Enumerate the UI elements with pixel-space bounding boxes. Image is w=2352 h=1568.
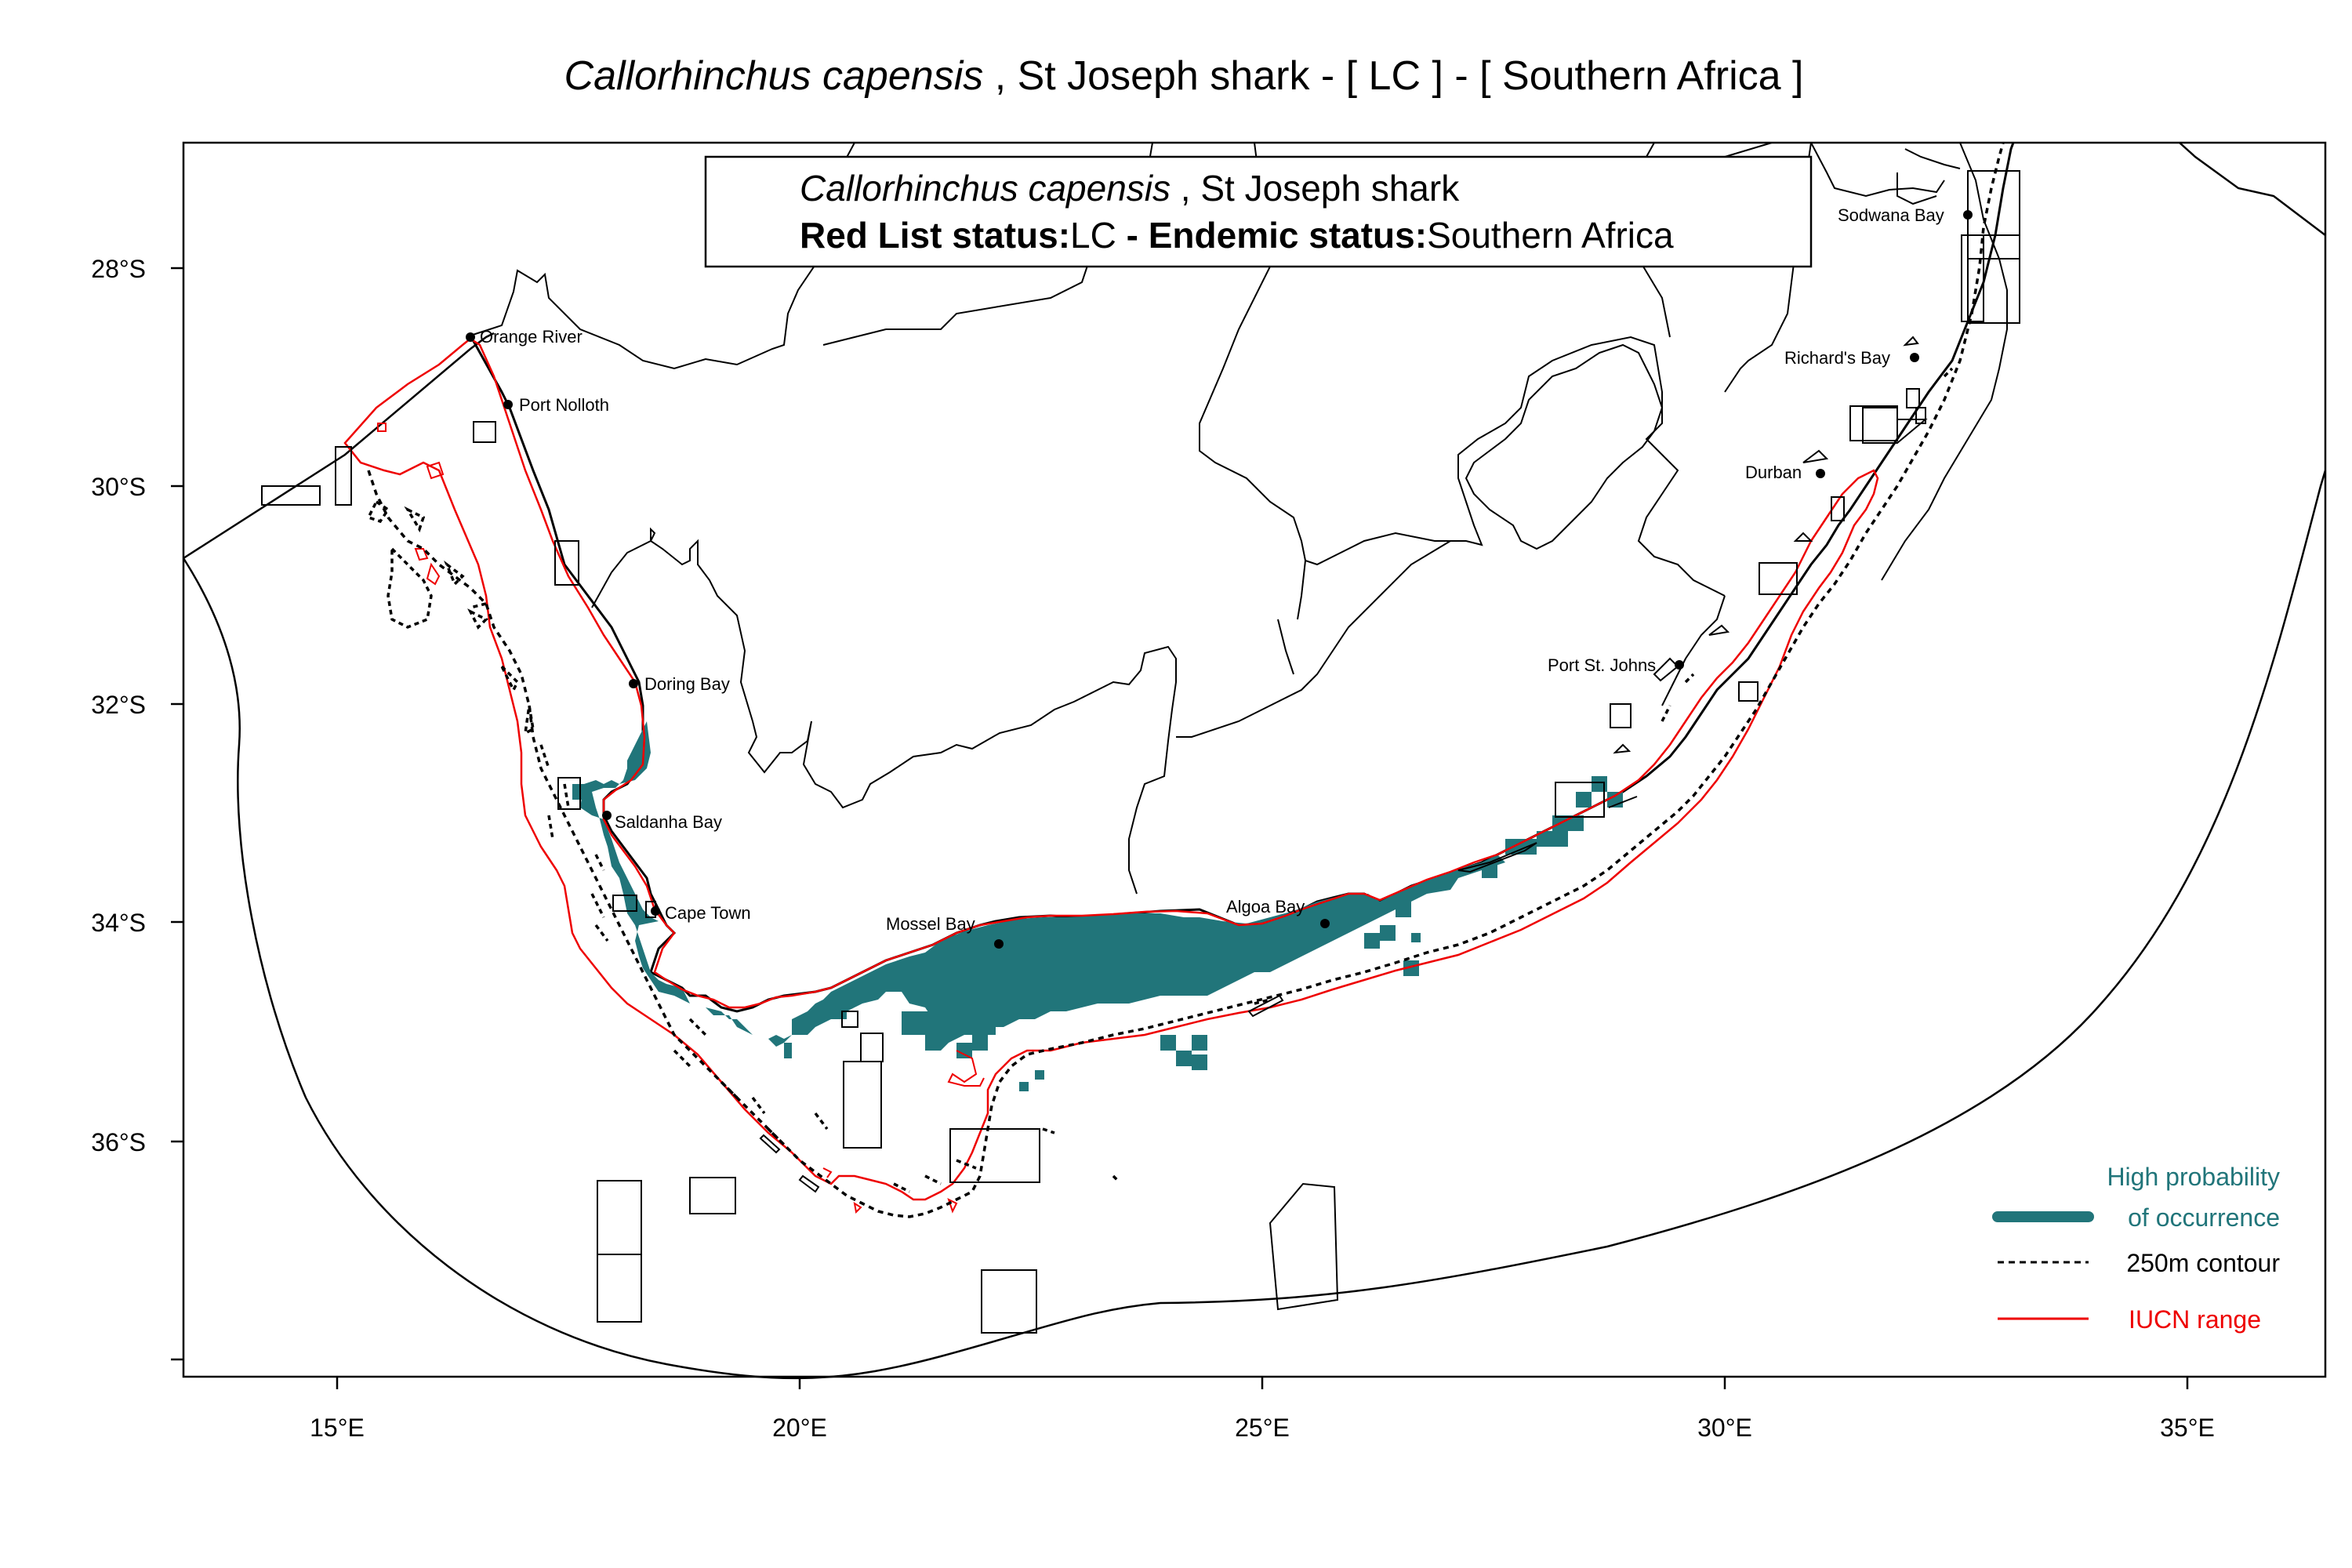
place-label: Doring Bay [644,674,730,694]
place-dot [629,679,638,688]
place-orange-river: Orange River [466,327,583,347]
y-tick-label: 30°S [91,473,146,501]
place-label: Richard's Bay [1784,348,1890,368]
place-mossel-bay: Mossel Bay [886,914,1004,949]
place-label: Mossel Bay [886,914,975,934]
place-dot [1675,660,1684,670]
lesotho-border [1465,343,1664,550]
place-dot [1910,353,1919,362]
place-label: Orange River [480,327,583,347]
place-sodwana-bay: Sodwana Bay [1838,205,1973,225]
place-label: Port St. Johns [1548,655,1656,675]
legend: High probability of occurrence 250m cont… [1992,1163,2280,1334]
legend-contour-label: 250m contour [2126,1249,2280,1277]
x-tick-label: 20°E [772,1414,827,1442]
axes: 15°E 20°E 25°E 30°E 35°E 28°S 30°S 32°S … [91,255,2215,1442]
place-markers: Orange River Port Nolloth Doring Bay Sal… [466,205,1973,949]
place-richards-bay: Richard's Bay [1784,348,1919,368]
y-axis: 28°S 30°S 32°S 34°S 36°S [91,255,183,1361]
place-doring-bay: Doring Bay [629,674,730,694]
place-dot [1320,919,1330,928]
y-tick-label: 36°S [91,1128,146,1156]
place-dot [994,939,1004,949]
x-tick-label: 35°E [2160,1414,2215,1442]
place-label: Sodwana Bay [1838,205,1944,225]
legend-high-prob-line1: High probability [2107,1163,2280,1191]
legend-high-prob-line2: of occurrence [2128,1203,2280,1232]
place-label: Cape Town [665,903,751,923]
x-axis: 15°E 20°E 25°E 30°E 35°E [310,1377,2215,1442]
x-tick-label: 25°E [1235,1414,1290,1442]
place-dot [466,332,475,342]
legend-iucn-label: IUCN range [2129,1305,2261,1334]
contour-250m [367,142,2005,1218]
place-dot [503,400,513,409]
info-box-frame [704,155,1813,268]
marine-protected-areas [261,170,2020,1334]
occurrence-cells [572,721,1623,1091]
place-cape-town: Cape Town [651,903,751,923]
plot-area: Orange River Port Nolloth Doring Bay Sal… [182,141,2327,1380]
contour-250m-islands [366,367,1954,1193]
place-dot [602,811,612,820]
place-algoa-bay: Algoa Bay [1226,897,1330,928]
place-port-st-johns: Port St. Johns [1548,655,1684,675]
place-durban: Durban [1745,463,1825,482]
y-tick-label: 32°S [91,691,146,719]
iucn-range [343,337,1879,1201]
x-tick-label: 30°E [1697,1414,1752,1442]
place-label: Saldanha Bay [615,812,722,832]
place-dot [1816,469,1825,478]
place-label: Port Nolloth [519,395,609,415]
place-saldanha-bay: Saldanha Bay [602,811,722,832]
map-title: Callorhinchus capensis , St Joseph shark… [564,53,1804,99]
place-dot [1963,210,1973,220]
info-species-line: Callorhinchus capensis , St Joseph shark [800,168,1460,209]
place-dot [651,906,660,916]
coastline [469,142,2015,1013]
x-tick-label: 15°E [310,1414,365,1442]
place-label: Durban [1745,463,1802,482]
info-box: Callorhinchus capensis , St Joseph shark… [704,155,1813,268]
info-status-line: Red List status:LC - Endemic status:Sout… [800,215,1674,256]
y-tick-label: 28°S [91,255,146,283]
y-tick-label: 34°S [91,909,146,937]
place-port-nolloth: Port Nolloth [503,395,609,415]
place-label: Algoa Bay [1226,897,1305,916]
eez-boundary [182,142,2327,1380]
